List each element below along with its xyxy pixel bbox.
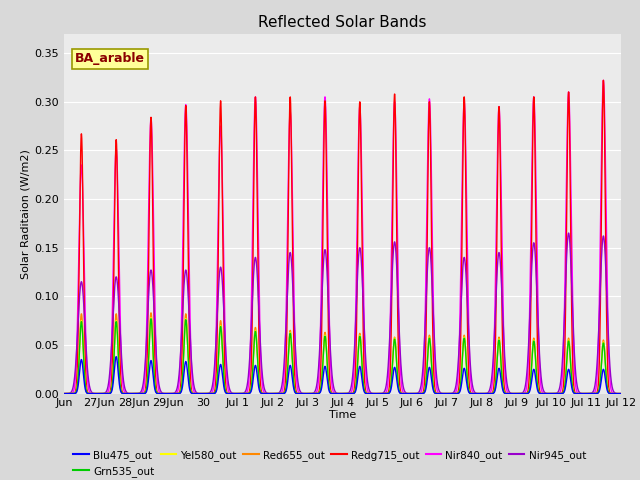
Legend: Blu475_out, Grn535_out, Yel580_out, Red655_out, Redg715_out, Nir840_out, Nir945_: Blu475_out, Grn535_out, Yel580_out, Red6… (69, 445, 590, 480)
Title: Reflected Solar Bands: Reflected Solar Bands (258, 15, 427, 30)
X-axis label: Time: Time (329, 410, 356, 420)
Y-axis label: Solar Raditaion (W/m2): Solar Raditaion (W/m2) (20, 149, 30, 278)
Text: BA_arable: BA_arable (75, 52, 145, 65)
